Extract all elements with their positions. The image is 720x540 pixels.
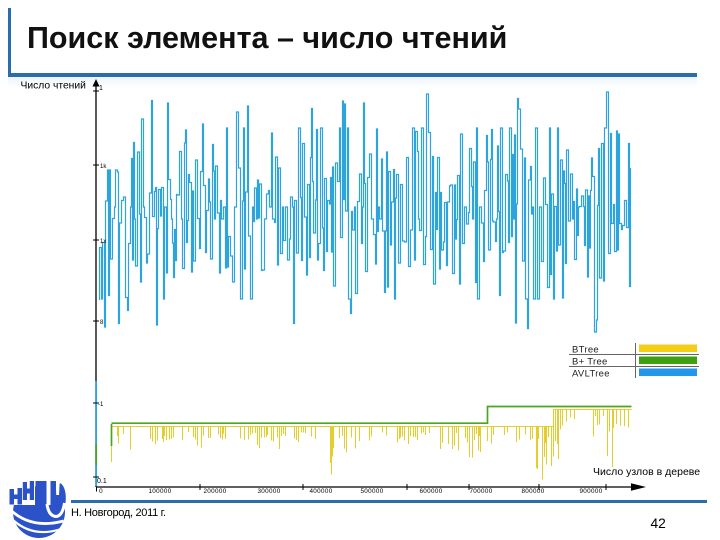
svg-text:1k: 1k <box>100 164 107 170</box>
svg-text:100000: 100000 <box>148 488 171 495</box>
svg-text:0.1: 0.1 <box>97 478 107 485</box>
svg-text:500000: 500000 <box>360 488 383 495</box>
svg-text:Число чтений: Число чтений <box>21 81 87 92</box>
svg-text:AVLTree: AVLTree <box>572 368 610 379</box>
svg-text:300000: 300000 <box>257 488 280 495</box>
svg-text:800000: 800000 <box>521 488 544 495</box>
svg-text:600000: 600000 <box>419 488 442 495</box>
svg-text:BTree: BTree <box>572 344 599 355</box>
svg-text:8: 8 <box>100 320 104 326</box>
svg-text:400000: 400000 <box>309 488 332 495</box>
svg-text:900000: 900000 <box>579 488 602 495</box>
svg-text:-1: -1 <box>98 402 104 408</box>
svg-text:0: 0 <box>99 488 103 495</box>
svg-text:1x: 1x <box>100 239 106 245</box>
svg-text:700000: 700000 <box>469 488 492 495</box>
svg-text:Число узлов в дереве: Число узлов в дереве <box>593 466 700 478</box>
svg-text:200000: 200000 <box>203 488 226 495</box>
svg-text:1: 1 <box>99 85 103 92</box>
svg-text:B+ Tree: B+ Tree <box>572 356 608 367</box>
